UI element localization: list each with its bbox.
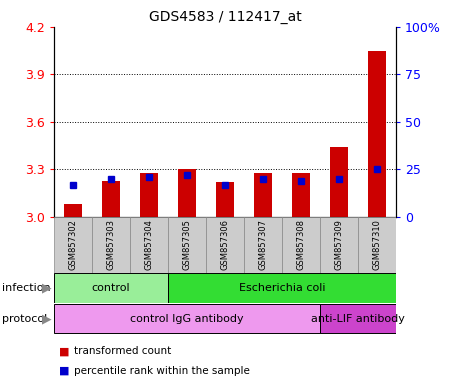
Text: infection: infection [2, 283, 51, 293]
Bar [92, 217, 130, 273]
Bar [369, 51, 386, 217]
Bar [64, 204, 81, 217]
Bar [320, 304, 396, 333]
Text: GSM857305: GSM857305 [183, 218, 192, 270]
Bar [216, 182, 234, 217]
Text: transformed count: transformed count [74, 346, 171, 356]
Bar [130, 217, 168, 273]
Text: ▶: ▶ [42, 312, 52, 325]
Bar [358, 217, 396, 273]
Text: anti-LIF antibody: anti-LIF antibody [311, 314, 405, 324]
Text: GSM857307: GSM857307 [258, 218, 267, 270]
Bar [254, 174, 271, 217]
Bar [168, 217, 206, 273]
Text: Escherichia coli: Escherichia coli [239, 283, 325, 293]
Text: GSM857309: GSM857309 [334, 218, 343, 270]
Text: GSM857304: GSM857304 [144, 218, 153, 270]
Bar [330, 147, 347, 217]
Bar [54, 273, 168, 303]
Text: protocol: protocol [2, 314, 48, 324]
Text: ■: ■ [58, 366, 69, 376]
Text: GSM857302: GSM857302 [68, 218, 77, 270]
Text: ■: ■ [58, 346, 69, 356]
Bar [206, 217, 244, 273]
Bar [244, 217, 282, 273]
Text: GDS4583 / 112417_at: GDS4583 / 112417_at [148, 10, 302, 23]
Text: percentile rank within the sample: percentile rank within the sample [74, 366, 250, 376]
Bar [54, 217, 92, 273]
Text: ▶: ▶ [42, 281, 52, 295]
Text: GSM857308: GSM857308 [297, 218, 306, 270]
Bar [168, 273, 396, 303]
Text: GSM857303: GSM857303 [107, 218, 116, 270]
Text: GSM857310: GSM857310 [373, 218, 382, 270]
Bar [320, 217, 358, 273]
Bar [292, 174, 310, 217]
Text: control: control [92, 283, 130, 293]
Bar [179, 169, 196, 217]
Bar [282, 217, 320, 273]
Bar [140, 173, 158, 217]
Text: GSM857306: GSM857306 [220, 218, 230, 270]
Text: control IgG antibody: control IgG antibody [130, 314, 244, 324]
Bar [103, 180, 120, 217]
Bar [54, 304, 320, 333]
